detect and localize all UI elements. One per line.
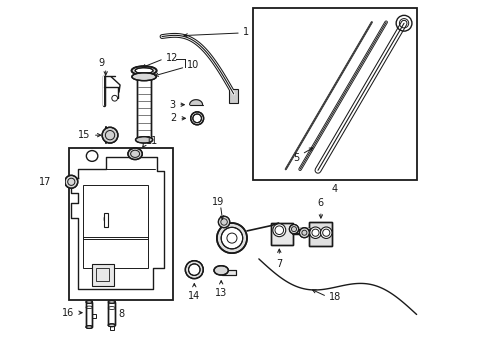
Text: 14: 14 — [188, 291, 200, 301]
Bar — [271, 223, 292, 245]
Text: 18: 18 — [328, 292, 341, 302]
Circle shape — [65, 175, 78, 188]
Text: 9: 9 — [98, 58, 104, 68]
Bar — [137, 74, 151, 140]
Text: 0: 0 — [102, 215, 108, 225]
Text: 8: 8 — [118, 310, 124, 319]
Bar — [137, 74, 151, 140]
Bar — [108, 302, 115, 325]
Circle shape — [309, 227, 321, 238]
Ellipse shape — [132, 73, 156, 81]
Bar — [109, 325, 114, 329]
Text: 7: 7 — [276, 259, 282, 269]
Circle shape — [102, 127, 118, 143]
Circle shape — [218, 216, 229, 228]
Bar — [103, 213, 108, 226]
Text: 6: 6 — [317, 198, 323, 208]
Ellipse shape — [86, 301, 92, 303]
Text: 11: 11 — [145, 136, 158, 146]
Ellipse shape — [135, 68, 153, 73]
Bar — [86, 302, 92, 327]
Circle shape — [221, 227, 242, 249]
Bar — [308, 222, 332, 246]
Ellipse shape — [128, 148, 142, 159]
Bar — [83, 185, 147, 239]
Circle shape — [188, 264, 200, 275]
Text: 4: 4 — [331, 184, 337, 194]
Bar — [86, 302, 92, 327]
Text: 16: 16 — [62, 308, 74, 318]
Ellipse shape — [86, 325, 92, 328]
Text: 2: 2 — [170, 113, 176, 123]
Circle shape — [320, 227, 331, 238]
Bar — [108, 302, 115, 325]
Ellipse shape — [131, 66, 156, 75]
Bar — [92, 264, 113, 286]
Text: 5: 5 — [292, 153, 299, 163]
Bar — [308, 222, 332, 246]
Ellipse shape — [135, 136, 152, 143]
Circle shape — [289, 225, 298, 234]
Bar — [92, 314, 96, 318]
Bar — [229, 89, 238, 103]
Ellipse shape — [214, 266, 228, 275]
Circle shape — [192, 114, 201, 123]
Text: 19: 19 — [211, 197, 224, 207]
Circle shape — [272, 224, 285, 237]
Bar — [253, 8, 416, 180]
Bar — [83, 237, 147, 268]
Text: 12: 12 — [165, 53, 178, 63]
Text: 3: 3 — [169, 100, 175, 110]
Circle shape — [217, 223, 246, 253]
Polygon shape — [189, 100, 202, 105]
Text: 17: 17 — [39, 177, 51, 187]
Bar — [271, 223, 292, 245]
Circle shape — [190, 112, 203, 125]
Bar — [69, 148, 172, 300]
Bar — [222, 270, 235, 275]
Text: 10: 10 — [187, 60, 199, 70]
Text: 13: 13 — [215, 288, 227, 298]
Ellipse shape — [108, 301, 115, 303]
Polygon shape — [71, 157, 163, 289]
Text: 1: 1 — [243, 27, 249, 37]
Ellipse shape — [108, 324, 115, 327]
Bar — [222, 270, 235, 275]
Text: 15: 15 — [78, 130, 90, 140]
Circle shape — [185, 261, 203, 279]
Circle shape — [299, 228, 309, 238]
Bar — [96, 268, 109, 282]
